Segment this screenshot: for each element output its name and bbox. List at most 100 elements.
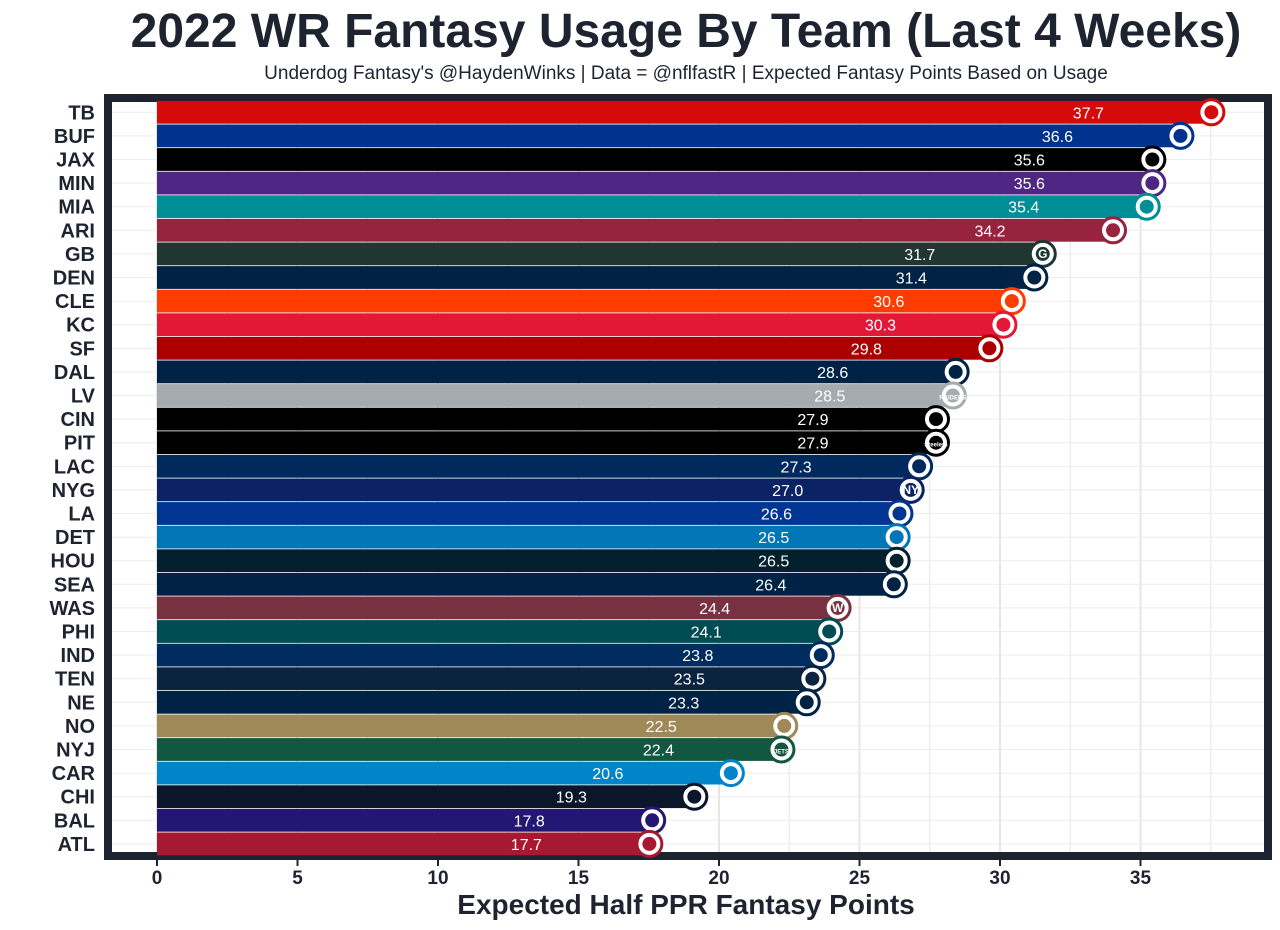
x-axis-title: Expected Half PPR Fantasy Points [457, 889, 914, 920]
logo-lettering: RAIDERS [939, 396, 966, 402]
chart-title: 2022 WR Fantasy Usage By Team (Last 4 We… [130, 5, 1242, 58]
panthers-logo-icon [716, 759, 745, 788]
bar-value-label: 27.9 [797, 412, 828, 429]
bar [157, 431, 941, 455]
y-tick-label: SEA [54, 574, 95, 596]
giants-logo-icon: NY [896, 475, 925, 504]
y-tick-label: LV [71, 386, 96, 408]
x-tick-label: 5 [292, 868, 303, 889]
cardinals-logo-icon [1099, 216, 1128, 245]
bar [157, 407, 941, 431]
x-tick-label: 0 [152, 868, 163, 889]
bar-value-label: 20.6 [592, 766, 623, 783]
bar [157, 313, 1009, 337]
bar [157, 360, 961, 384]
bar [157, 832, 655, 856]
y-tick-label: CAR [52, 763, 96, 785]
logo-lettering: Steelers [924, 443, 948, 449]
bar-value-label: 26.5 [758, 530, 789, 547]
titans-logo-icon [798, 664, 827, 693]
bar [157, 549, 902, 573]
bar [157, 195, 1152, 219]
bars: 37.736.6 35.6 35.6 35.434.2 31.7 31.4 30.6 30.3… [157, 100, 1217, 856]
bar [157, 667, 818, 691]
y-tick-label: DET [55, 527, 95, 549]
x-tick-labels: 0 5 10 15 20 25 30 35 [152, 860, 1151, 889]
bears-logo-icon [680, 782, 709, 811]
ravens-logo-icon [638, 806, 667, 835]
bar [157, 124, 1186, 148]
bar [157, 502, 905, 525]
bengals-logo-icon [921, 405, 950, 434]
y-tick-label: HOU [51, 551, 95, 573]
bar [157, 384, 958, 407]
bar [157, 171, 1158, 195]
bar [157, 336, 995, 360]
bar-value-label: 26.5 [758, 554, 789, 571]
colts-logo-icon [806, 641, 835, 670]
bar-value-label: 26.4 [755, 577, 786, 594]
bar-value-label: 35.4 [1008, 200, 1039, 217]
bar-value-label: 35.6 [1014, 176, 1045, 193]
y-tick-label: IND [61, 645, 95, 667]
x-tick-label: 25 [849, 868, 871, 889]
falcons-logo-icon [635, 829, 664, 858]
bar-value-label: 34.2 [974, 223, 1005, 240]
x-tick-label: 30 [989, 868, 1010, 889]
team-logos: G RAIDERS Steelers NY W JETS [635, 98, 1226, 858]
cowboys-logo-icon [941, 357, 970, 386]
y-tick-label: LA [68, 504, 95, 526]
eagles-logo-icon [815, 617, 844, 646]
bar-value-label: 22.4 [643, 743, 674, 760]
bar-value-label: 27.0 [772, 483, 803, 500]
bar-value-label: 17.7 [511, 837, 542, 854]
bills-logo-icon [1166, 121, 1195, 150]
y-tick-labels: TBBUFJAXMINMIAARIGBDENCLEKCSFDALLVCINPIT… [49, 102, 95, 856]
bar [157, 454, 925, 478]
jets-logo-icon: JETS [767, 735, 796, 764]
bar-value-label: 26.6 [761, 507, 792, 524]
bar-value-label: 24.4 [699, 601, 730, 618]
y-tick-label: SF [69, 338, 95, 360]
y-tick-label: PHI [62, 622, 95, 644]
y-tick-label: JAX [56, 150, 96, 172]
raiders-logo-icon: RAIDERS [938, 381, 967, 410]
y-tick-label: WAS [49, 598, 95, 620]
bar-value-label: 17.8 [514, 813, 545, 830]
bar-value-label: 27.3 [781, 459, 812, 476]
y-tick-label: ATL [58, 834, 95, 856]
y-tick-label: KC [66, 315, 95, 337]
bar-value-label: 22.5 [646, 719, 677, 736]
bar [157, 242, 1048, 266]
logo-lettering: JETS [774, 750, 789, 756]
buccaneers-logo-icon [1197, 98, 1226, 127]
bar-value-label: 24.1 [691, 625, 722, 642]
x-tick-label: 15 [568, 868, 590, 889]
broncos-logo-icon [1020, 263, 1049, 292]
bar-value-label: 36.6 [1042, 129, 1073, 146]
bar [157, 620, 835, 643]
bar-value-label: 31.7 [904, 247, 935, 264]
bar [157, 643, 826, 667]
y-tick-label: TEN [55, 669, 95, 691]
bar [157, 100, 1217, 124]
bar-value-label: 29.8 [851, 341, 882, 358]
bar [157, 525, 902, 549]
y-tick-label: PIT [64, 433, 95, 455]
y-tick-label: CHI [61, 787, 95, 809]
bar [157, 785, 700, 809]
bar [157, 714, 790, 738]
seahawks-logo-icon [879, 570, 908, 599]
bar [157, 289, 1017, 313]
bar [157, 218, 1119, 242]
saints-logo-icon [770, 711, 799, 740]
bar [157, 690, 812, 714]
logo-lettering: W [832, 601, 844, 615]
bar-value-label: 23.8 [682, 648, 713, 665]
rams-logo-icon [885, 499, 914, 528]
bar [157, 596, 843, 620]
bar-value-label: 28.5 [814, 389, 845, 406]
chart-subtitle: Underdog Fantasy's @HaydenWinks | Data =… [264, 63, 1108, 84]
bar [157, 761, 736, 785]
